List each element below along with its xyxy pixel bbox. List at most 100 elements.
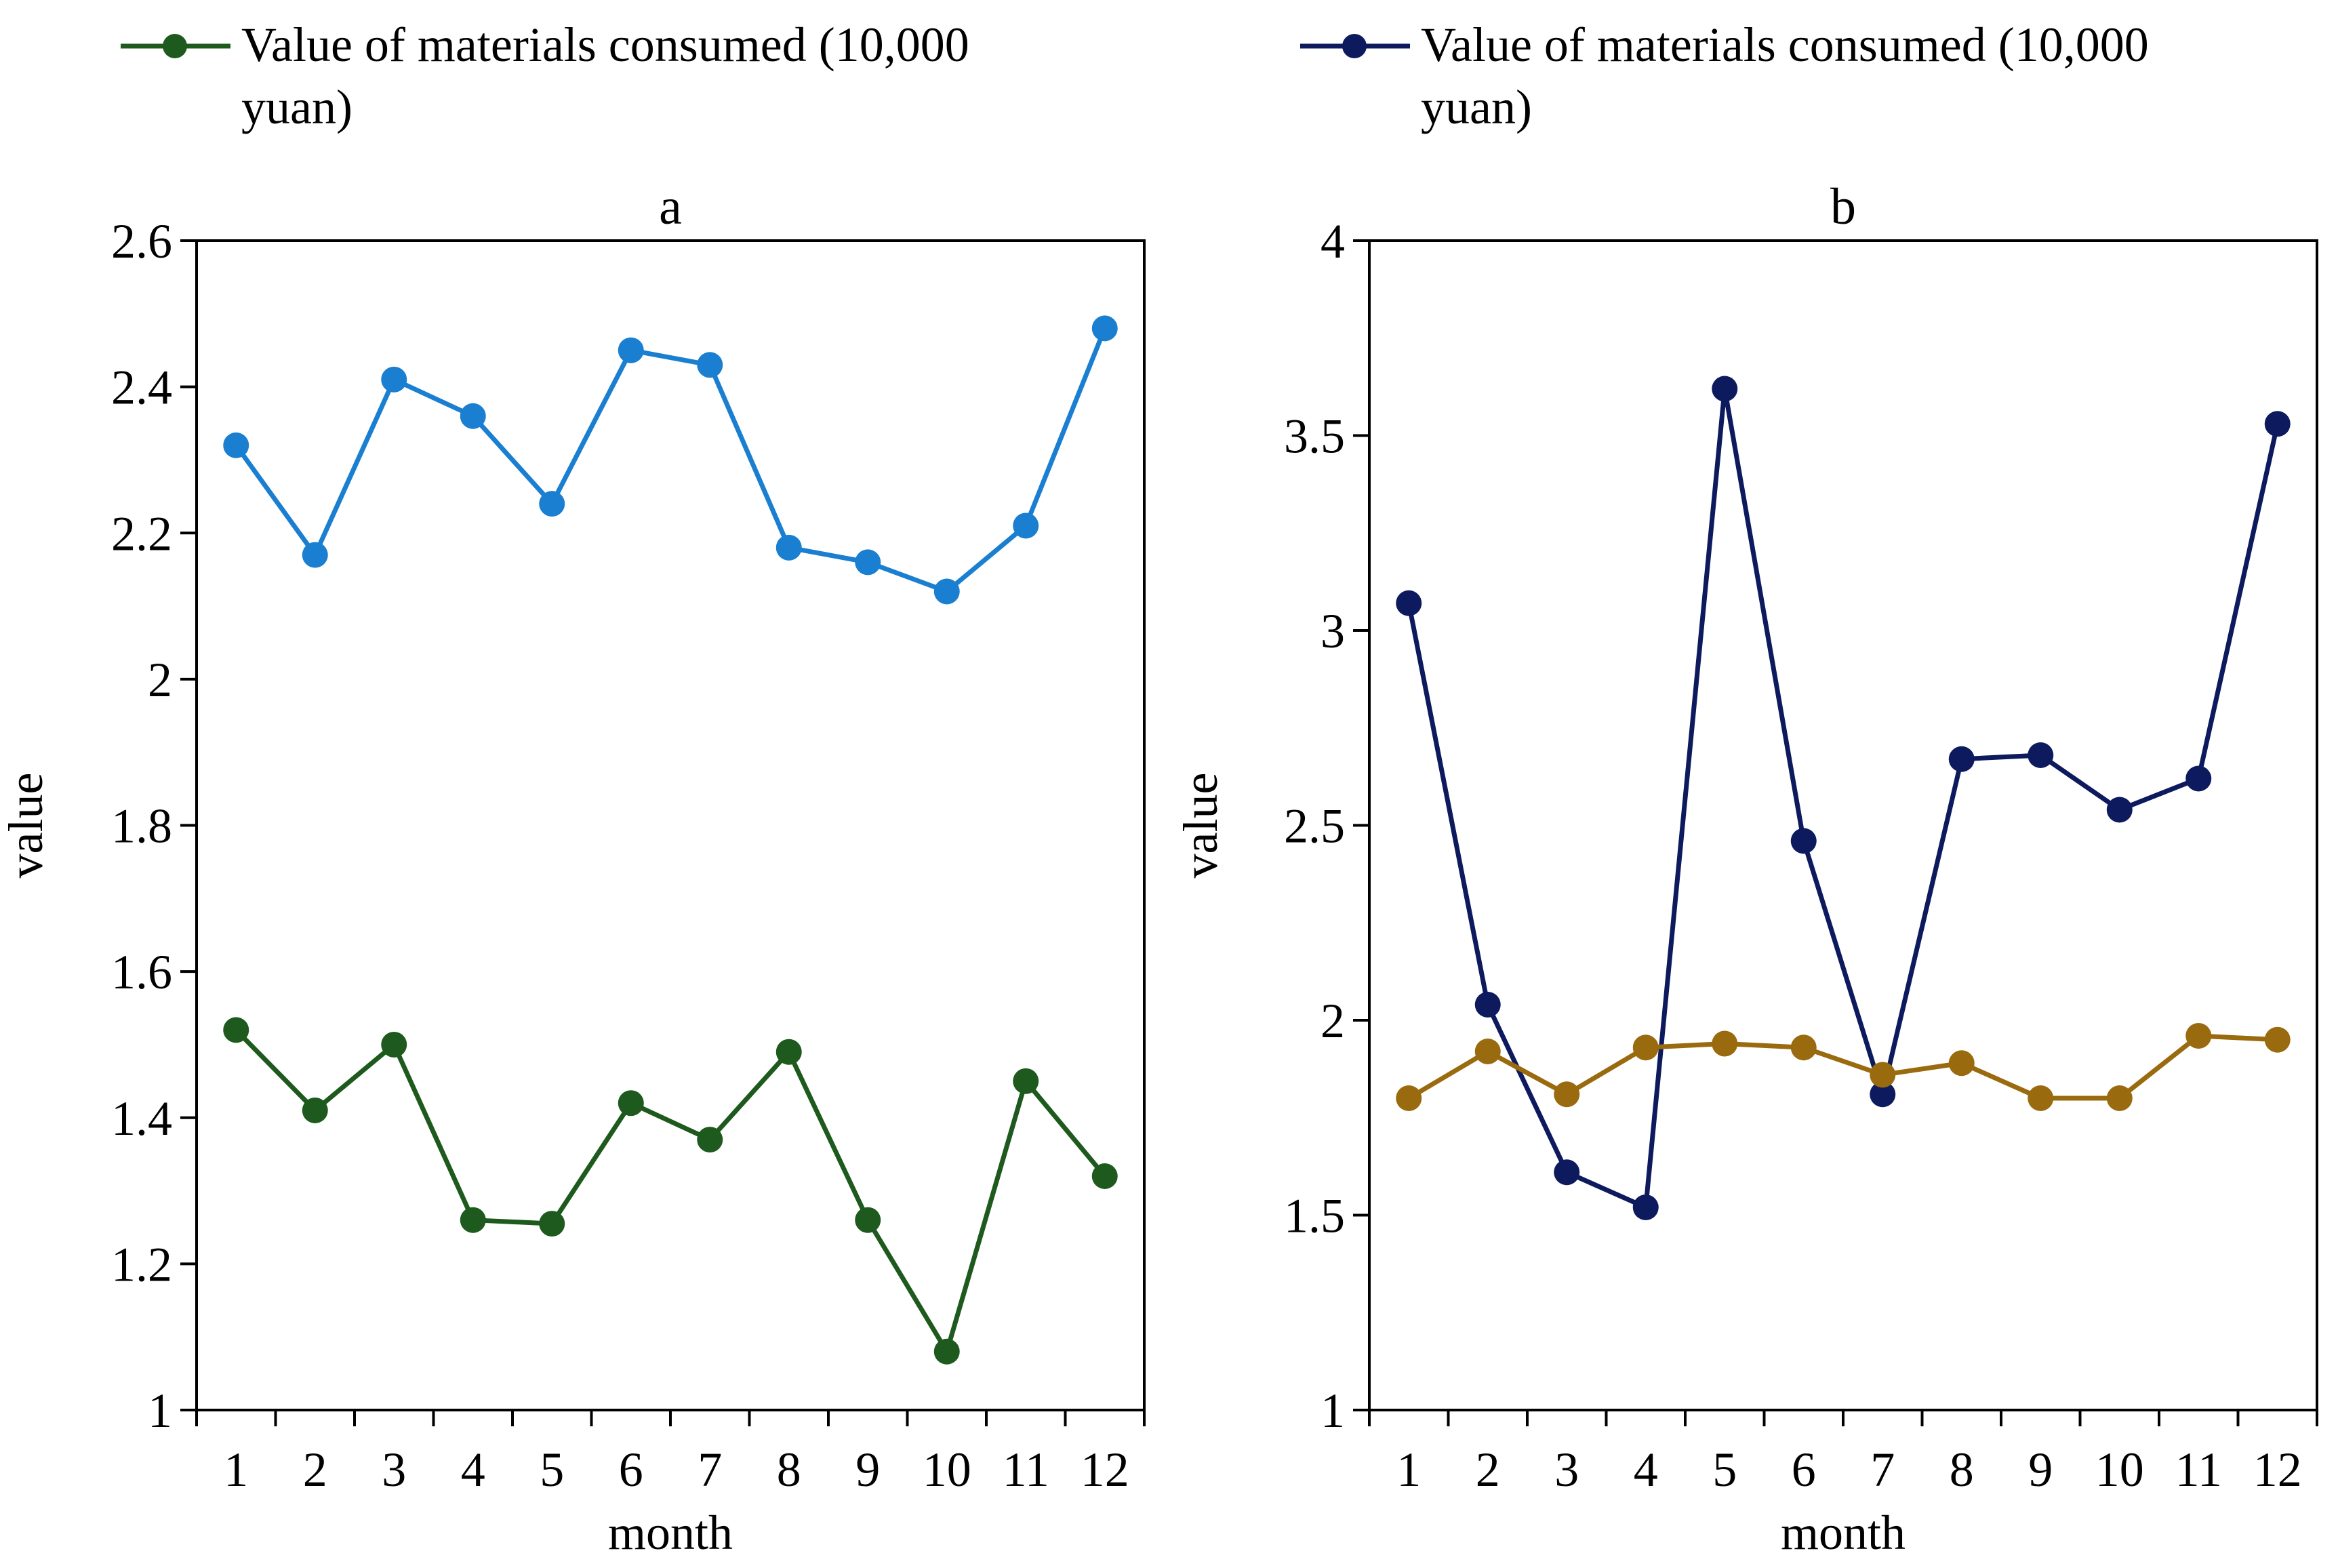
- chart-b-xtick-label: 10: [2095, 1443, 2144, 1497]
- chart-a-series-0-point: [697, 352, 723, 378]
- chart-a-series-0-point: [223, 432, 249, 458]
- chart-a-series-1-point: [223, 1017, 249, 1043]
- chart-b-series-1-point: [2106, 1085, 2133, 1111]
- chart-a-series-1-point: [775, 1039, 802, 1065]
- chart-b-series-0-point: [1554, 1159, 1580, 1186]
- chart-b-series-1-point: [2264, 1026, 2291, 1053]
- chart-a-xtick-label: 10: [923, 1443, 971, 1497]
- chart-a-ytick-label: 1.2: [111, 1237, 172, 1291]
- chart-a-ylabel: value: [0, 773, 53, 879]
- chart-b-ytick-label: 3: [1321, 604, 1345, 658]
- chart-b-series-0-point: [2185, 765, 2212, 792]
- legend-b: Value of materials consumed (10,000 yuan…: [1300, 18, 2149, 134]
- chart-b-ytick-label: 1.5: [1284, 1189, 1345, 1243]
- chart-a-ytick-label: 1.8: [111, 799, 172, 853]
- chart-b-xtick-label: 3: [1554, 1443, 1579, 1497]
- chart-b-xtick-label: 11: [2175, 1443, 2222, 1497]
- chart-a-xtick-label: 3: [382, 1443, 406, 1497]
- chart-b-series-0-point: [1474, 992, 1501, 1018]
- chart-a-series-0-point: [1091, 315, 1118, 342]
- chart-b-series-0-point: [1870, 1081, 1896, 1108]
- chart-a-series-0-point: [618, 337, 644, 363]
- chart-b-series-0-point: [2028, 742, 2054, 768]
- chart-a-series-1-point: [697, 1127, 723, 1153]
- chart-b-series-1-line: [1407, 1033, 2278, 1101]
- chart-b-ytick-label: 2.5: [1284, 799, 1345, 853]
- chart-a-series-1-point: [855, 1207, 881, 1233]
- chart-b-ytick-label: 1: [1321, 1384, 1345, 1438]
- chart-b-xtick-label: 1: [1396, 1443, 1421, 1497]
- chart-a-ytick-label: 2: [148, 653, 172, 707]
- chart-a-plot-frame: [195, 239, 1146, 1411]
- chart-b-series-1-point: [1474, 1039, 1501, 1064]
- chart-b-xtick-label: 7: [1870, 1443, 1895, 1497]
- chart-a-xtick-label: 8: [777, 1443, 801, 1497]
- chart-b-xtick-label: 9: [2028, 1443, 2053, 1497]
- chart-a-series-1-point: [618, 1090, 644, 1117]
- chart-b-xlabel: month: [1781, 1506, 1906, 1560]
- chart-b-series-1-point: [1948, 1050, 1975, 1077]
- chart-b-series-0-point: [1712, 376, 1738, 402]
- chart-b-ytick-label: 4: [1321, 214, 1345, 268]
- chart-b-series-1-point: [1870, 1062, 1896, 1088]
- chart-b-series-0-point: [2264, 411, 2291, 437]
- chart-a-xtick-label: 9: [855, 1443, 880, 1497]
- chart-b-ylabel: value: [1173, 773, 1228, 879]
- chart-a-series-0-line: [234, 327, 1107, 594]
- chart-b-series-1-point: [1790, 1034, 1817, 1061]
- chart-a-series-1-point: [1013, 1068, 1039, 1094]
- chart-a-series-1-point: [302, 1097, 328, 1123]
- chart-b-xtick-label: 6: [1792, 1443, 1816, 1497]
- chart-b-series-0-point: [1790, 828, 1817, 854]
- chart-b-xtick-label: 5: [1712, 1443, 1737, 1497]
- chart-b-series-0-point: [2106, 797, 2133, 823]
- chart-a-series-0-point: [302, 542, 328, 568]
- chart-a-ytick-label: 2.4: [111, 361, 172, 415]
- chart-a-xtick-label: 4: [461, 1443, 485, 1497]
- chart-a-series-0-point: [381, 366, 407, 393]
- chart-a-xtick-label: 6: [619, 1443, 643, 1497]
- chart-a-xtick-label: 2: [303, 1443, 327, 1497]
- chart-b-series-0-line: [1406, 386, 2280, 1210]
- chart-b-xtick-label: 4: [1634, 1443, 1658, 1497]
- chart-a-series-0-point: [539, 491, 565, 517]
- legend-a-label-line1: Value of materials consumed (10,000: [241, 18, 969, 72]
- chart-a-ytick-label: 2.6: [111, 214, 172, 268]
- chart-a-ytick-label: 1: [148, 1384, 172, 1438]
- chart-a-series-1-point: [933, 1338, 960, 1365]
- chart-b-series-0-point: [1396, 590, 1422, 616]
- chart-a-series-0-point: [775, 534, 802, 561]
- legend-a: Value of materials consumed (10,000 yuan…: [121, 18, 969, 134]
- chart-a: a11.21.41.61.822.22.42.61 2 3 4 5 6 7 8 9 10 11 12m…: [0, 178, 1146, 1560]
- chart-b-series-1-point: [2185, 1023, 2212, 1049]
- chart-a-xlabel: month: [608, 1506, 733, 1560]
- chart-a-series-1-line: [234, 1028, 1107, 1354]
- chart-b-series-1-point: [2028, 1085, 2054, 1111]
- chart-a-xtick-label: 12: [1081, 1443, 1129, 1497]
- chart-b-xtick-label: 8: [1950, 1443, 1974, 1497]
- chart-a-xtick-label: 7: [698, 1443, 722, 1497]
- chart-a-xtick-label: 11: [1003, 1443, 1049, 1497]
- legend-a-label-line2: yuan): [241, 80, 352, 134]
- chart-a-series-0-point: [933, 578, 960, 605]
- chart-b-xtick-label: 2: [1476, 1443, 1500, 1497]
- chart-b-series-0-point: [1632, 1194, 1659, 1220]
- chart-a-series-1-point: [381, 1031, 407, 1058]
- chart-b-title: b: [1830, 178, 1856, 235]
- chart-a-ytick-label: 1.4: [111, 1091, 172, 1146]
- chart-a-series-0-point: [855, 549, 881, 576]
- chart-b-series-0-point: [1948, 746, 1975, 772]
- chart-a-series-0-point: [460, 403, 486, 429]
- legend-b-label-line1: Value of materials consumed (10,000: [1421, 18, 2149, 72]
- chart-a-series-0-point: [1013, 512, 1039, 539]
- chart-b-series-1-point: [1554, 1081, 1580, 1108]
- chart-b-plot-frame: [1368, 239, 2318, 1411]
- legend-a-marker: [163, 34, 187, 58]
- chart-a-ytick-label: 1.6: [111, 945, 172, 999]
- chart-b-series-1-point: [1632, 1034, 1659, 1061]
- chart-a-ytick-label: 2.2: [111, 506, 172, 561]
- legend-b-label-line2: yuan): [1421, 80, 1532, 134]
- legend-b-marker: [1342, 34, 1367, 58]
